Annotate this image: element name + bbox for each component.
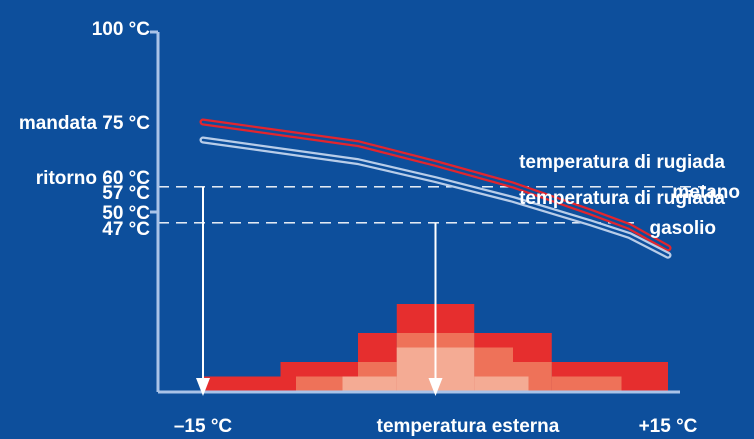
- distribution-bar-2-0: [343, 377, 397, 392]
- x-axis-title: temperatura esterna: [377, 416, 560, 437]
- dew-point-fuel-label-1: gasolio: [649, 218, 716, 239]
- y-tick-label-5: 47 °C: [102, 219, 150, 240]
- x-tick-label-1: +15 °C: [639, 416, 698, 437]
- y-tick-label-3: 57 °C: [102, 183, 150, 204]
- dew-point-label-0: temperatura di rugiada: [519, 152, 725, 173]
- distribution-bar-0-0: [203, 377, 281, 392]
- y-tick-label-0: 100 °C: [92, 19, 151, 40]
- dew-point-label-1: temperatura di rugiada: [519, 188, 725, 209]
- distribution-bar-2-2: [474, 377, 528, 392]
- y-tick-label-1: mandata 75 °C: [19, 113, 150, 134]
- distribution-bar-1-5: [552, 377, 622, 392]
- x-tick-label-0: –15 °C: [174, 416, 233, 437]
